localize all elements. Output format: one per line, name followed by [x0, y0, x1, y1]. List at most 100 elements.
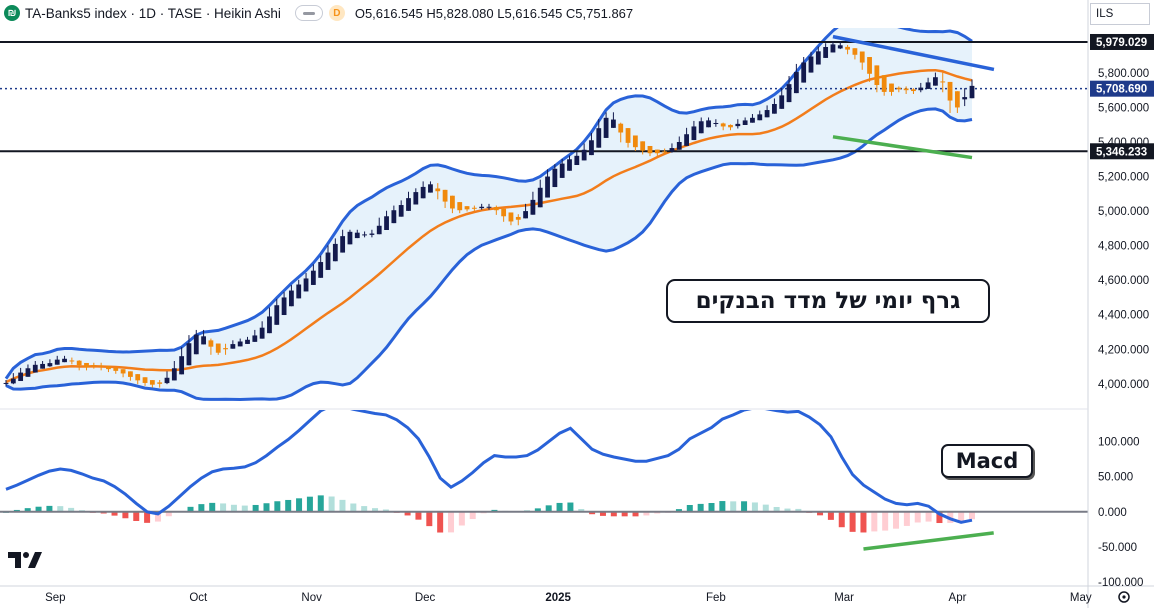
candle: [808, 51, 814, 73]
candle: [969, 79, 975, 99]
candle: [84, 362, 89, 371]
candle-body: [801, 62, 807, 83]
candle: [728, 124, 733, 131]
candle: [698, 117, 704, 134]
candle-body: [493, 207, 499, 211]
candle-body: [215, 343, 221, 353]
settings-gear-icon[interactable]: [1118, 591, 1130, 603]
candle-body: [47, 363, 53, 367]
candle: [457, 202, 463, 214]
candle-body: [523, 211, 528, 219]
currency-selector[interactable]: ILS: [1090, 3, 1150, 25]
candle-body: [142, 377, 148, 383]
candle-body: [823, 47, 829, 58]
candle: [793, 63, 799, 94]
price-tag-bg: [1090, 80, 1154, 97]
candle-body: [654, 149, 660, 154]
macd-histogram-bar: [274, 501, 281, 512]
candle: [354, 229, 360, 239]
macd-histogram-bar: [925, 511, 932, 522]
candle: [252, 329, 258, 342]
macd-line: [5, 410, 973, 524]
tradingview-logo-icon[interactable]: [8, 550, 42, 570]
candle: [691, 120, 697, 141]
visibility-toggle-icon[interactable]: [294, 5, 323, 21]
candle: [398, 200, 404, 217]
time-tick-label: Oct: [189, 592, 208, 604]
candle: [106, 365, 111, 373]
candle: [362, 231, 367, 238]
candle: [303, 272, 309, 292]
macd-histogram-bar: [35, 506, 42, 512]
candle: [325, 245, 331, 270]
macd-histogram-bar: [589, 511, 596, 515]
candle-body: [896, 87, 902, 90]
delayed-data-badge[interactable]: D: [328, 5, 345, 21]
macd-histogram-bar: [339, 499, 346, 512]
candle: [3, 380, 9, 386]
candle: [501, 208, 507, 222]
candle-body: [128, 371, 133, 377]
candle-body: [274, 305, 280, 325]
candle: [10, 373, 16, 385]
candle-body: [647, 145, 653, 154]
gear-ring: [1118, 591, 1130, 603]
macd-histogram-bar: [24, 508, 31, 512]
macd-histogram-bar: [404, 511, 411, 516]
price-tick-label: 4,600.000: [1098, 275, 1149, 287]
candle: [340, 229, 346, 253]
candle: [142, 377, 148, 386]
candle: [179, 347, 185, 375]
candle: [720, 122, 726, 131]
candle-body: [76, 360, 82, 366]
candle: [267, 307, 272, 334]
price-tag-bg: [1090, 143, 1154, 160]
macd-histogram-bar: [361, 506, 368, 512]
candle-body: [201, 336, 206, 345]
candle: [933, 72, 938, 86]
candle-body: [149, 380, 155, 385]
candle: [98, 362, 104, 371]
candle: [332, 238, 338, 262]
candle-body: [545, 176, 550, 198]
candle: [464, 206, 470, 212]
time-tick-label: Nov: [301, 592, 322, 604]
candle-body: [69, 360, 75, 362]
candle: [40, 361, 45, 369]
macd-histogram-bar: [784, 508, 791, 512]
candle-body: [442, 189, 448, 202]
macd-histogram-bar: [165, 511, 172, 517]
candle-body: [728, 124, 733, 128]
candle-body: [881, 75, 887, 92]
candle: [581, 143, 587, 161]
candle-body: [325, 252, 331, 270]
macd-histogram-bar: [230, 504, 237, 512]
candle-body: [537, 187, 543, 208]
candle: [223, 343, 228, 355]
candle: [215, 343, 221, 355]
candle-body: [962, 97, 968, 100]
candle-body: [706, 120, 711, 128]
price-tag: 5,708.690: [1090, 80, 1154, 97]
candle-body: [720, 123, 726, 127]
candle: [801, 57, 807, 83]
macd-tick-label: 50.000: [1098, 472, 1133, 484]
macd-histogram-bar: [914, 511, 921, 523]
symbol-title[interactable]: TA-Banks5 index · 1D · TASE · Heikin Ash…: [25, 5, 281, 21]
macd-histogram-bar: [675, 509, 682, 512]
candle-body: [940, 81, 946, 83]
candle: [208, 338, 214, 355]
candle-body: [954, 91, 960, 108]
candle-body: [340, 236, 346, 253]
macd-histogram-bar: [599, 511, 606, 516]
macd-histogram-bar: [198, 504, 205, 512]
candle: [662, 148, 668, 155]
candle-body: [574, 155, 580, 166]
candle-body: [18, 372, 24, 382]
macd-histogram-bar: [849, 511, 856, 532]
candle: [596, 119, 602, 148]
price-tick-label: 4,400.000: [1098, 310, 1149, 322]
macd-histogram-bar: [426, 511, 433, 527]
